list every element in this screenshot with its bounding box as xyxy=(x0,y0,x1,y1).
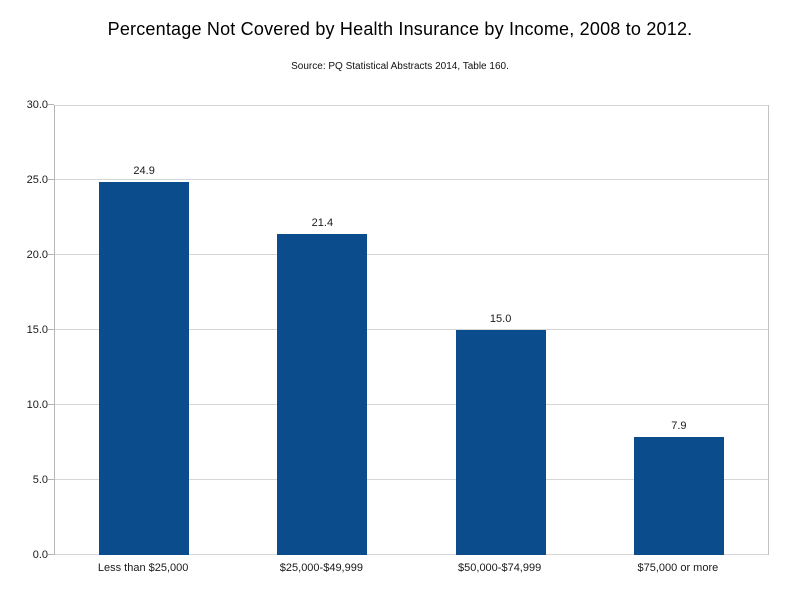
y-tick-label: 0.0 xyxy=(32,549,48,561)
bar-1 xyxy=(99,181,190,555)
bar-4 xyxy=(633,436,724,555)
x-tick-label: $75,000 or more xyxy=(637,562,719,574)
y-axis-tick xyxy=(48,179,54,180)
bar-value-label: 24.9 xyxy=(133,164,155,177)
y-axis-tick xyxy=(48,404,54,405)
y-tick-label: 5.0 xyxy=(32,474,48,486)
y-axis-tick xyxy=(48,254,54,255)
x-tick-label: Less than $25,000 xyxy=(97,562,189,574)
y-tick-label: 20.0 xyxy=(26,249,48,261)
bar-value-label: 15.0 xyxy=(489,313,512,325)
y-tick-label: 30.0 xyxy=(26,99,48,111)
gridline-y-0.0 xyxy=(55,554,768,555)
gridline-y-20.0 xyxy=(55,254,768,255)
y-axis-tick xyxy=(48,329,54,330)
y-axis-tick xyxy=(48,554,54,555)
x-tick-label: $25,000-$49,999 xyxy=(279,562,363,574)
gridline-y-30.0 xyxy=(55,105,768,106)
y-tick-label: 25.0 xyxy=(26,174,48,186)
chart-title: Percentage Not Covered by Health Insuran… xyxy=(107,19,693,39)
plot-area: 24.9 21.4 15.0 7.9 xyxy=(54,105,769,555)
y-axis-tick xyxy=(48,479,54,480)
gridline-y-5.0 xyxy=(55,479,768,480)
gridline-y-10.0 xyxy=(55,404,768,405)
gridline-y-25.0 xyxy=(55,179,768,180)
bar-value-label: 21.4 xyxy=(311,217,334,229)
y-axis-tick xyxy=(48,104,54,105)
x-tick-label: $50,000-$74,999 xyxy=(458,562,542,574)
y-tick-label: 15.0 xyxy=(26,324,48,336)
bar-3 xyxy=(455,330,546,555)
y-tick-label: 10.0 xyxy=(26,399,48,411)
bar-2 xyxy=(277,234,368,555)
gridline-y-15.0 xyxy=(55,329,768,330)
chart-source: Source: PQ Statistical Abstracts 2014, T… xyxy=(291,61,509,72)
bar-value-label: 7.9 xyxy=(671,419,687,432)
